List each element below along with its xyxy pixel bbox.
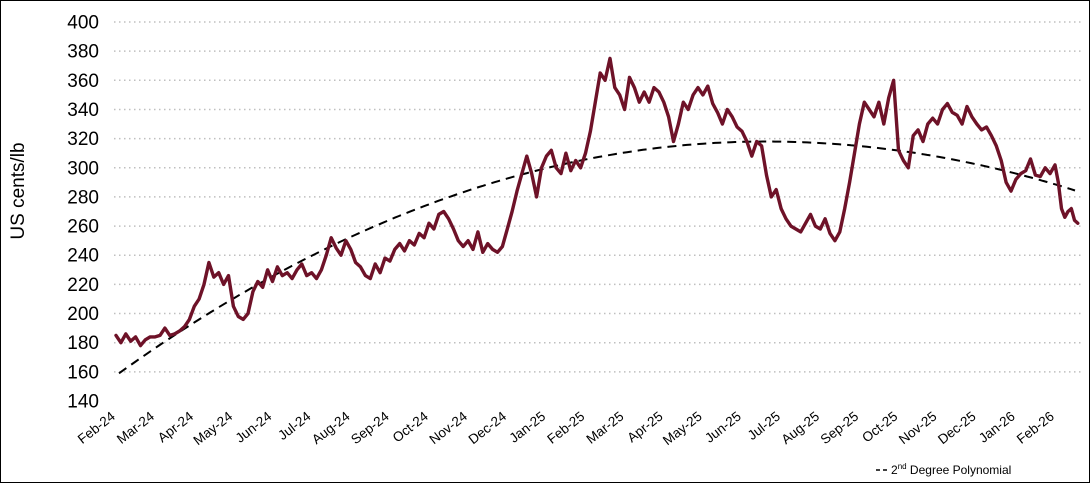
- y-tick-label: 360: [67, 71, 99, 92]
- y-tick-label: 140: [67, 392, 99, 413]
- legend-label-prefix: 2: [891, 463, 898, 477]
- y-tick-label: 200: [67, 304, 99, 325]
- y-tick-label: 400: [67, 13, 99, 34]
- gridlines: [114, 21, 1081, 373]
- x-tick-label: Feb-26: [1014, 409, 1057, 447]
- y-tick-label: 300: [67, 158, 99, 179]
- x-tick-label: Mar-24: [114, 408, 157, 446]
- x-tick-label: Nov-25: [896, 409, 940, 448]
- y-axis-ticks: 140 160 180 200 220 240 260 280 300 320 340 360 380 4…: [67, 13, 99, 413]
- x-tick-label: Oct-25: [859, 409, 900, 446]
- y-tick-label: 180: [67, 333, 99, 354]
- x-tick-label: May-24: [191, 408, 236, 448]
- x-tick-label: Sep-25: [818, 409, 862, 448]
- y-tick-label: 380: [67, 42, 99, 63]
- x-tick-label: Dec-25: [935, 409, 979, 448]
- y-tick-label: 220: [67, 275, 99, 296]
- y-tick-label: 280: [67, 187, 99, 208]
- y-axis-title: US cents/lb: [8, 142, 29, 239]
- x-tick-label: Jul-24: [275, 408, 314, 443]
- price-series-line: [114, 56, 1080, 348]
- x-tick-label: Oct-24: [390, 408, 432, 445]
- x-tick-label: Apr-25: [624, 409, 665, 446]
- x-tick-label: Jul-25: [745, 409, 783, 443]
- y-tick-label: 240: [67, 246, 99, 267]
- y-tick-label: 320: [67, 129, 99, 150]
- x-tick-label: Feb-25: [544, 409, 587, 447]
- x-tick-label: Mar-25: [584, 409, 627, 447]
- x-tick-label: Feb-24: [75, 408, 118, 446]
- x-tick-label: Jun-24: [233, 408, 275, 446]
- x-tick-label: Nov-24: [426, 408, 470, 447]
- legend-label: 2nd Degree Polynomial: [891, 462, 1011, 477]
- x-tick-label: Apr-24: [155, 408, 197, 445]
- series-layer: [114, 56, 1080, 348]
- legend: 2nd Degree Polynomial: [876, 462, 1011, 477]
- x-tick-label: Jan-26: [976, 409, 1018, 446]
- y-tick-label: 340: [67, 100, 99, 121]
- polynomial-trendline: [118, 140, 1076, 375]
- y-tick-label: 260: [67, 217, 99, 238]
- legend-label-suffix: Degree Polynomial: [907, 463, 1012, 477]
- x-tick-label: Jun-25: [702, 409, 744, 446]
- x-tick-label: Aug-24: [309, 408, 353, 447]
- x-tick-label: Aug-25: [779, 409, 823, 448]
- x-tick-label: Dec-24: [466, 408, 510, 447]
- legend-label-superscript: nd: [898, 462, 907, 471]
- x-tick-label: Sep-24: [348, 408, 392, 447]
- trendline-layer: [118, 140, 1076, 375]
- x-tick-label: May-25: [660, 409, 705, 449]
- y-tick-label: 160: [67, 362, 99, 383]
- x-tick-label: Jan-25: [506, 409, 548, 446]
